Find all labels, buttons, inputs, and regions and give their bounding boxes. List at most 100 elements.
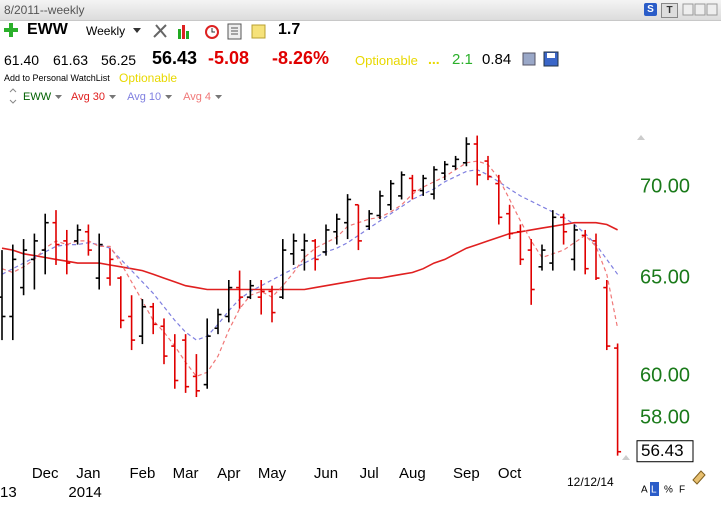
header: EWW Weekly 1.7 61.40 61.63 56.25 56.43 -… (0, 21, 721, 105)
ohlc-bar (0, 250, 6, 341)
y-tick-label: 58.00 (640, 406, 690, 428)
ohlc-bar (257, 279, 265, 315)
watchlist-link[interactable]: Add to Personal WatchList (4, 73, 110, 83)
ohlc-bar (9, 244, 17, 341)
footer-f[interactable]: F (679, 485, 685, 496)
ohlc-bar (192, 354, 200, 398)
ohlc-bar (344, 194, 352, 240)
dots: ... (428, 51, 440, 67)
x-tick-label: Jun (314, 465, 338, 482)
period-label: 8/2011--weekly (4, 3, 85, 17)
x-tick-label: Feb (129, 465, 155, 482)
low-price: 56.25 (101, 52, 137, 68)
x-tick-label: May (258, 465, 287, 482)
ohlc-bar (441, 161, 449, 181)
ohlc-bar (538, 244, 546, 271)
ohlc-bar (333, 213, 341, 245)
ohlc-bar (311, 239, 319, 271)
rank: 1.7 (278, 21, 301, 38)
ohlc-bar (30, 233, 38, 290)
moving-average (1, 160, 619, 378)
ohlc-bar (106, 248, 114, 286)
ohlc-bar (182, 334, 190, 393)
ohlc-bar (376, 190, 384, 220)
ohlc-bar (225, 279, 233, 323)
ohlc-bar (387, 180, 395, 211)
symbol[interactable]: EWW (27, 21, 68, 38)
legend-price[interactable]: EWW (23, 91, 52, 103)
ohlc-bar (365, 210, 373, 230)
optionable-note: Optionable (119, 71, 178, 85)
ohlc-bar (527, 239, 535, 305)
window-buttons[interactable] (682, 3, 718, 17)
legend-dropdown (215, 95, 223, 99)
ohlc-bar (84, 224, 92, 256)
ohlc-bar (138, 299, 146, 345)
ohlc-bar (419, 174, 427, 196)
x-tick-label: Sep (453, 465, 480, 482)
ohlc-bar (408, 174, 416, 200)
ohlc-bar (581, 229, 589, 275)
last-price-label: 56.43 (641, 441, 684, 460)
tab-t[interactable]: T (661, 3, 678, 18)
ohlc-bar (495, 174, 503, 225)
legend-entry: Avg 4 (183, 91, 211, 103)
dropdown-arrow[interactable] (133, 28, 141, 34)
ohlc-bar (160, 318, 168, 365)
x-tick-label: Aug (399, 465, 426, 482)
ohlc-bar (52, 210, 60, 265)
last-price-box (636, 440, 694, 463)
scroll-marker (622, 455, 630, 460)
ohlc-bar (354, 203, 362, 251)
tab-s[interactable]: S (644, 3, 657, 16)
ohlc-bar (322, 224, 330, 256)
ohlc-bar (592, 233, 600, 280)
title-bar: 8/2011--weekly S T (0, 0, 721, 21)
ohlc-bar (603, 279, 611, 351)
stat-one: 2.1 (452, 51, 473, 68)
ohlc-bar (20, 239, 28, 296)
ohlc-bar (171, 334, 179, 389)
stat-icons[interactable] (522, 51, 562, 67)
ohlc-bar (614, 343, 622, 456)
y-tick-label: 70.00 (640, 175, 690, 197)
ohlc-bar (203, 318, 211, 389)
legend-dropdown (165, 95, 173, 99)
legend-handle (9, 88, 17, 104)
interval[interactable]: Weekly (86, 24, 126, 38)
x-tick-label: Apr (217, 465, 240, 482)
ohlc-bar (279, 239, 287, 300)
x-tick-label: Oct (498, 465, 522, 482)
ohlc-bar (41, 213, 49, 275)
moving-average (1, 169, 619, 341)
ohlc-bar (560, 213, 568, 245)
toolbar-icons[interactable] (152, 21, 272, 41)
ohlc-bar (290, 233, 298, 265)
footer-l-box[interactable] (650, 482, 659, 496)
add-icon[interactable] (4, 23, 18, 37)
date-label: 12/12/14 (567, 475, 614, 489)
open-price: 61.40 (4, 52, 40, 68)
legend-dropdown (55, 95, 62, 99)
x-tick-label: Mar (173, 465, 199, 482)
legend-entry: Avg 30 (71, 91, 105, 103)
y-tick-label: 60.00 (640, 365, 690, 387)
scroll-marker (637, 135, 645, 140)
draw-tool[interactable] (692, 470, 706, 485)
optionable-flag: Optionable (355, 53, 418, 68)
moving-average (1, 221, 618, 291)
footer-l[interactable]: L (651, 485, 657, 496)
ohlc-bar (398, 171, 406, 200)
ohlc-bar (516, 224, 524, 265)
footer-pct[interactable]: % (664, 485, 673, 496)
x-tick-label: Jan (76, 465, 100, 482)
x-tick-label: Jul (360, 465, 379, 482)
ohlc-bar (430, 166, 438, 200)
ohlc-bar (462, 137, 470, 167)
ohlc-bar (128, 295, 136, 351)
ohlc-bar (74, 224, 82, 245)
footer-a[interactable]: A (641, 485, 648, 496)
ohlc-bar (300, 233, 308, 271)
ohlc-bar (473, 135, 481, 186)
